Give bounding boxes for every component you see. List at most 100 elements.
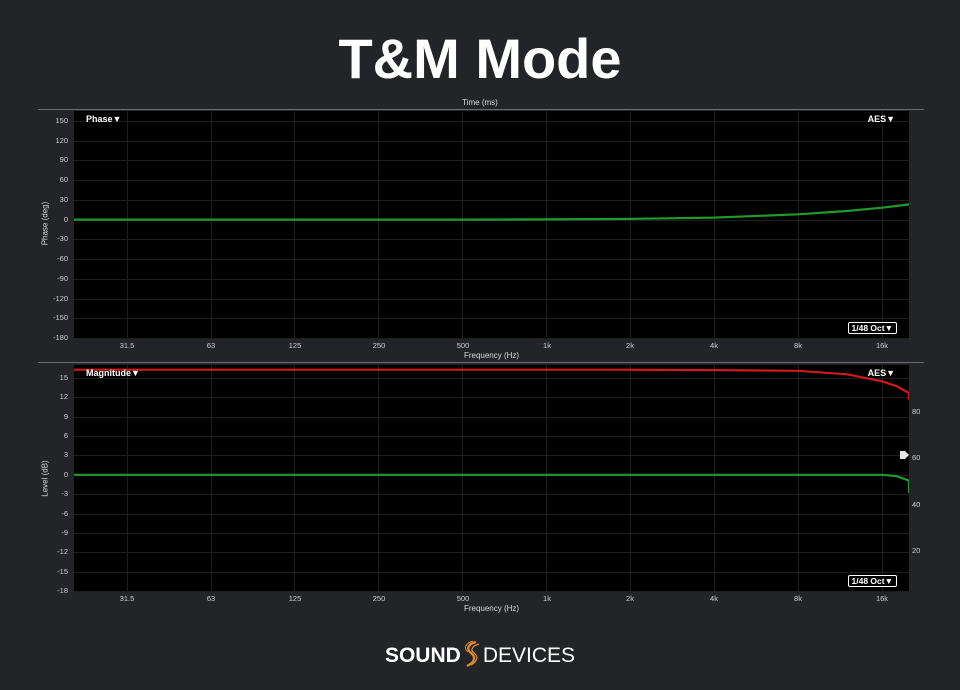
magnitude-x-axis-title: Frequency (Hz): [463, 604, 520, 613]
right-y-tick-label: 20: [912, 546, 921, 556]
y-tick-label: -12: [57, 547, 68, 557]
x-tick-label: 16k: [875, 594, 889, 603]
grid-line-horizontal: [74, 571, 909, 573]
x-tick-label: 500: [456, 594, 470, 603]
x-tick-label: 250: [372, 341, 386, 350]
x-tick-label: 1k: [543, 594, 551, 603]
y-tick-label: 150: [55, 115, 68, 125]
grid-line-vertical: [630, 111, 631, 338]
x-tick-label: 4k: [710, 594, 718, 603]
x-tick-label: 125: [288, 341, 302, 350]
grid-line-horizontal: [74, 591, 909, 592]
grid-line-horizontal: [74, 259, 909, 261]
time-axis-label: Time (ms): [462, 98, 498, 107]
y-tick-label: -180: [52, 333, 68, 342]
magnitude-trace: [74, 473, 909, 493]
grid-line-horizontal: [74, 397, 909, 399]
x-tick-label: 16k: [875, 341, 889, 350]
y-tick-label: -18: [57, 586, 68, 595]
grid-line-horizontal: [74, 120, 909, 122]
x-tick-label: 8k: [794, 594, 802, 603]
x-tick-label: 8k: [794, 341, 802, 350]
logo-text-devices: DEVICES: [482, 644, 576, 667]
x-tick-label: 63: [206, 341, 216, 350]
grid-line-vertical: [378, 365, 380, 591]
y-tick-label: -3: [61, 489, 68, 499]
x-tick-label: 250: [372, 594, 386, 603]
grid-line-vertical: [462, 111, 464, 338]
grid-line-vertical: [294, 365, 296, 591]
y-tick-label: -120: [52, 293, 68, 303]
y-tick-label: 15: [59, 372, 68, 382]
phase-plot[interactable]: Phase▼ AES▼ 1/48 Oct▼: [74, 111, 909, 339]
magnitude-resolution-menu[interactable]: 1/48 Oct▼: [847, 575, 897, 587]
sound-devices-logo: SOUND DEVICES: [0, 640, 960, 668]
y-tick-label: 60: [59, 175, 68, 185]
grid-line-vertical: [378, 111, 380, 338]
y-tick-label: -30: [57, 234, 68, 244]
magnitude-source-menu[interactable]: AES▼: [867, 368, 895, 378]
grid-line-vertical: [546, 111, 547, 338]
level-slider-handle-icon[interactable]: [899, 449, 911, 461]
x-tick-label: 2k: [626, 341, 634, 350]
x-tick-label: 4k: [710, 341, 718, 350]
phase-source-menu[interactable]: AES▼: [867, 114, 895, 124]
y-tick-label: -150: [52, 313, 68, 323]
x-tick-label: 500: [456, 341, 470, 350]
grid-line-horizontal: [74, 513, 909, 515]
y-tick-label: 30: [59, 194, 68, 204]
grid-line-vertical: [210, 365, 212, 591]
x-tick-label: 1k: [543, 341, 551, 350]
grid-line-horizontal: [74, 298, 909, 300]
right-y-tick-label: 40: [912, 499, 921, 509]
grid-line-vertical: [546, 365, 547, 591]
x-tick-label: 31.5: [119, 594, 135, 603]
x-tick-label: 125: [288, 594, 302, 603]
grid-line-horizontal: [74, 532, 909, 534]
phase-resolution-menu[interactable]: 1/48 Oct▼: [847, 322, 897, 334]
grid-line-vertical: [630, 365, 631, 591]
phase-x-axis-title: Frequency (Hz): [463, 351, 520, 360]
y-tick-label: 90: [59, 155, 68, 165]
grid-line-horizontal: [74, 552, 909, 554]
grid-line-vertical: [882, 111, 883, 338]
grid-line-horizontal: [74, 377, 909, 379]
magnitude-view-menu[interactable]: Magnitude▼: [86, 368, 140, 378]
phase-view-menu[interactable]: Phase▼: [86, 114, 122, 124]
grid-line-horizontal: [74, 318, 909, 320]
magnitude-plot[interactable]: Magnitude▼ AES▼ 1/48 Oct▼: [74, 365, 909, 592]
phase-trace-svg: [74, 203, 909, 221]
sound-devices-s-icon: [464, 640, 480, 667]
grid-line-horizontal: [74, 160, 909, 162]
y-tick-label: 120: [55, 135, 68, 145]
page-title: T&M Mode: [338, 27, 622, 90]
grid-line-horizontal: [74, 199, 909, 201]
middle-divider: [38, 362, 924, 363]
grid-line-horizontal: [74, 239, 909, 241]
y-tick-label: -90: [57, 273, 68, 283]
grid-line-horizontal: [74, 494, 909, 496]
top-divider: [38, 109, 924, 110]
grid-line-vertical: [210, 111, 212, 338]
grid-line-vertical: [882, 365, 883, 591]
y-tick-label: -60: [57, 254, 68, 264]
magnitude-trace-svg: [74, 368, 909, 493]
y-tick-label: -6: [61, 508, 68, 518]
grid-line-vertical: [714, 111, 715, 338]
y-tick-label: 12: [59, 392, 68, 402]
phase-trace: [74, 203, 909, 221]
right-y-tick-label: 60: [912, 453, 921, 463]
y-tick-label: -9: [61, 527, 68, 537]
grid-line-horizontal: [74, 455, 909, 457]
grid-line-horizontal: [74, 278, 909, 280]
y-tick-label: 0: [63, 469, 68, 479]
y-tick-label: 6: [63, 431, 68, 441]
y-tick-label: -15: [57, 566, 68, 576]
y-tick-label: 3: [63, 450, 68, 460]
right-y-tick-label: 80: [912, 406, 921, 416]
grid-line-vertical: [294, 111, 296, 338]
grid-line-vertical: [798, 365, 799, 591]
logo-text-sound: SOUND: [384, 644, 461, 667]
grid-line-vertical: [462, 365, 464, 591]
grid-line-vertical: [127, 365, 128, 591]
